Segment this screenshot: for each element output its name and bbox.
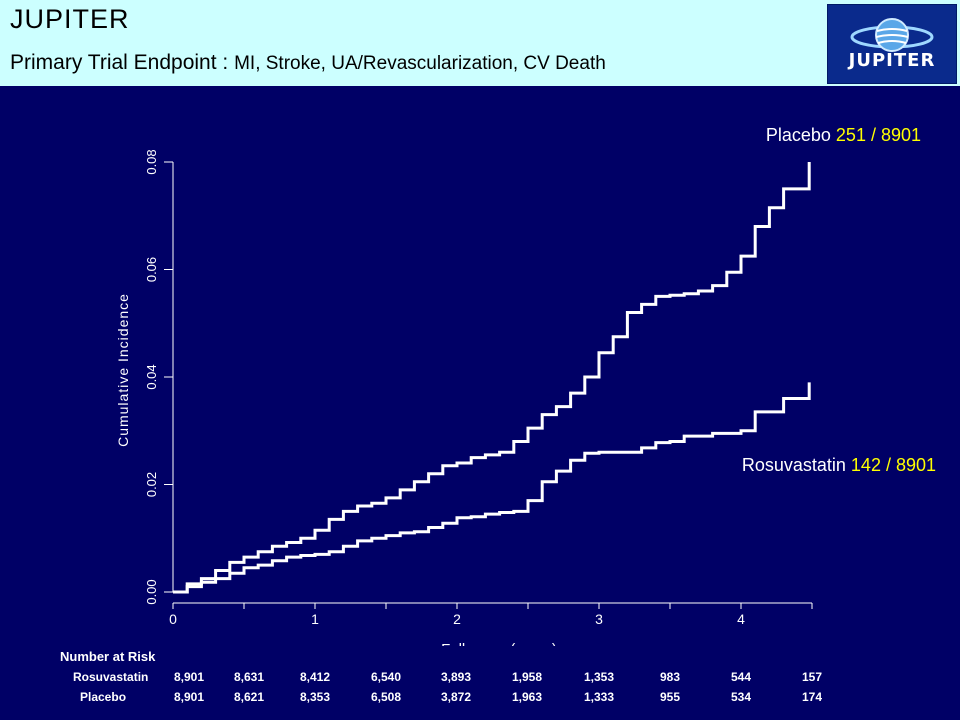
risk-cell: 1,958 bbox=[511, 670, 542, 684]
header-band: JUPITER Primary Trial Endpoint : MI, Str… bbox=[0, 0, 960, 86]
series-name: Rosuvastatin bbox=[742, 455, 851, 475]
x-axis-title: Follow-up (years) bbox=[441, 641, 557, 646]
risk-cell: 534 bbox=[730, 690, 751, 704]
y-tick-label: 0.04 bbox=[144, 364, 159, 389]
x-tick-label: 0 bbox=[169, 611, 177, 627]
risk-cell: 8,901 bbox=[173, 670, 204, 684]
subtitle-endpoints: MI, Stroke, UA/Revascularization, CV Dea… bbox=[234, 53, 606, 74]
risk-cell: 8,901 bbox=[173, 690, 204, 704]
risk-cell: 8,631 bbox=[233, 670, 264, 684]
series-name: Placebo bbox=[766, 125, 836, 145]
y-tick-label: 0.02 bbox=[144, 472, 159, 497]
risk-cell: 6,508 bbox=[370, 690, 401, 704]
y-tick-label: 0.00 bbox=[144, 579, 159, 604]
risk-cell: 955 bbox=[659, 690, 680, 704]
planet-icon bbox=[850, 18, 934, 52]
jupiter-logo: JUPITER bbox=[827, 4, 957, 84]
incidence-chart: 0 1 2 3 4 0.00 0.02 0.04 0.06 0.08 Follow-up (year… bbox=[115, 125, 936, 646]
page-title: JUPITER bbox=[10, 4, 130, 34]
logo-wordmark: JUPITER bbox=[848, 50, 936, 71]
y-tick-label: 0.08 bbox=[144, 149, 159, 174]
risk-table-title: Number at Risk bbox=[60, 649, 156, 664]
risk-cell: 1,333 bbox=[583, 690, 614, 704]
series-line-rosuvastatin bbox=[173, 382, 811, 594]
series-count: 251 / 8901 bbox=[836, 125, 921, 145]
page-subtitle: Primary Trial Endpoint : MI, Stroke, UA/… bbox=[10, 51, 606, 75]
risk-cell: 983 bbox=[659, 670, 680, 684]
risk-cell: 1,353 bbox=[583, 670, 614, 684]
series-line-placebo bbox=[173, 162, 811, 594]
risk-cell: 6,540 bbox=[370, 670, 401, 684]
risk-cell: 3,872 bbox=[440, 690, 471, 704]
risk-cell: 174 bbox=[801, 690, 822, 704]
risk-cell: 157 bbox=[801, 670, 822, 684]
x-tick-label: 1 bbox=[311, 611, 319, 627]
risk-cell: 544 bbox=[730, 670, 751, 684]
x-tick-label: 3 bbox=[595, 611, 603, 627]
x-tick-label: 2 bbox=[453, 611, 461, 627]
risk-cell: 8,353 bbox=[299, 690, 330, 704]
chart-axes bbox=[164, 161, 813, 609]
series-count: 142 / 8901 bbox=[851, 455, 936, 475]
chart-series bbox=[173, 162, 811, 594]
series-label-placebo: Placebo 251 / 8901 bbox=[766, 125, 921, 145]
risk-cell: 8,621 bbox=[233, 690, 264, 704]
risk-cell: 3,893 bbox=[440, 670, 471, 684]
subtitle-prefix: Primary Trial Endpoint : bbox=[10, 51, 235, 74]
risk-row-label: Placebo bbox=[80, 690, 127, 704]
series-label-rosuvastatin: Rosuvastatin 142 / 8901 bbox=[742, 455, 936, 475]
x-tick-label: 4 bbox=[737, 611, 745, 627]
risk-row-label: Rosuvastatin bbox=[73, 670, 149, 684]
risk-cell: 1,963 bbox=[511, 690, 542, 704]
chart-labels: 0 1 2 3 4 0.00 0.02 0.04 0.06 0.08 Follow-up (year… bbox=[115, 125, 936, 646]
y-tick-label: 0.06 bbox=[144, 257, 159, 282]
risk-cell: 8,412 bbox=[299, 670, 330, 684]
y-axis-title: Cumulative Incidence bbox=[115, 293, 131, 447]
